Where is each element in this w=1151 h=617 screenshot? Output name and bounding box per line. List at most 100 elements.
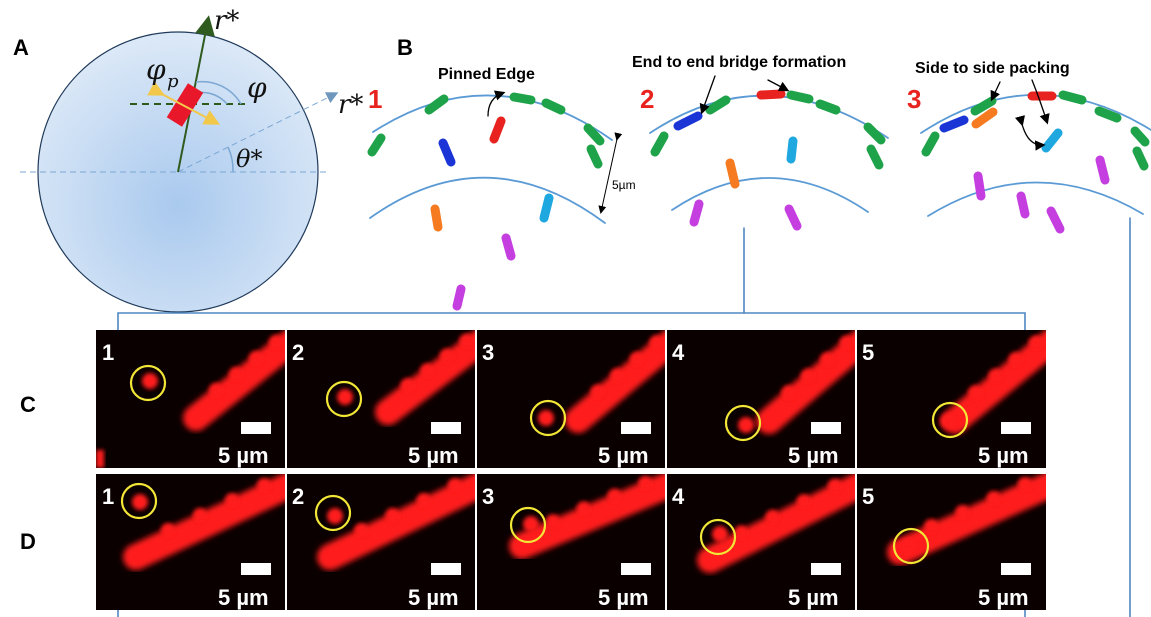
scale-bar-label: 5 µm <box>788 585 839 610</box>
cluster-bump <box>257 478 271 492</box>
particle-circle-marker <box>325 380 363 418</box>
cluster <box>942 330 1046 434</box>
tracked-particle <box>337 389 353 405</box>
panel-letter-c: C <box>20 392 36 417</box>
scale-bar-label: 5 µm <box>598 443 649 468</box>
radial-line <box>177 92 339 173</box>
cluster-bump <box>354 523 369 537</box>
particle-circle-marker <box>120 482 158 520</box>
scale-bar <box>1001 563 1031 575</box>
micrograph-cell-d-1: 5 µm 1 <box>96 474 286 610</box>
cluster-bump <box>607 488 622 503</box>
rod <box>430 204 443 232</box>
micrograph-cell-c-1: 5 µm 1 <box>96 330 286 468</box>
rod <box>650 131 669 157</box>
orientation-arrow <box>147 81 221 125</box>
scale-bar-label: 5 µm <box>408 443 459 468</box>
cluster-bump <box>968 385 983 400</box>
scale-bar <box>621 563 651 575</box>
edge-glow <box>96 450 104 468</box>
cluster-bump <box>161 523 175 537</box>
tracked-particle <box>900 538 916 554</box>
cluster-bump <box>225 493 239 507</box>
scale-bar <box>241 563 271 575</box>
inner-curve-1 <box>369 176 606 224</box>
theta-star-label: θ* <box>236 145 262 173</box>
cluster-bump <box>800 368 815 383</box>
rod <box>921 131 940 157</box>
r-star-top-label: r* <box>214 6 239 36</box>
cluster-bump <box>820 352 835 367</box>
frame-number: 1 <box>102 340 114 365</box>
micrograph-cells: 5 µm 1 5 µm 2 5 µm 3 5 µm 4 5 µm 5 5 µm 1 5 µm 2 5 µm 3… <box>96 330 1046 610</box>
inner-curve-2 <box>671 177 869 213</box>
cluster-bump <box>986 491 1001 505</box>
cluster-bump <box>781 385 796 400</box>
cluster-bump <box>576 501 591 516</box>
spacing-label: 5µm <box>612 178 636 192</box>
cluster-bump <box>765 509 780 524</box>
stage-2: 2 End to end bridge formation <box>632 54 889 231</box>
tracked-particle <box>142 373 158 389</box>
stage-number-2: 2 <box>640 84 654 114</box>
pointer-arrow <box>767 79 790 92</box>
rod <box>541 98 566 115</box>
rod <box>586 144 603 169</box>
particle-circle-marker <box>892 527 930 565</box>
pointer-arrow <box>1031 79 1050 125</box>
frame-number: 4 <box>672 484 685 509</box>
cluster-bump <box>839 335 854 350</box>
rod <box>1046 206 1065 234</box>
rod <box>973 171 986 201</box>
rod <box>756 89 786 100</box>
rod <box>583 123 605 146</box>
caption-pinned-edge: Pinned Edge <box>438 66 535 83</box>
scale-bar-label: 5 µm <box>408 585 459 610</box>
rod <box>970 96 997 116</box>
cluster <box>697 474 856 573</box>
rod <box>866 144 884 170</box>
frame-number: 5 <box>862 484 874 509</box>
cluster-bump <box>796 494 811 509</box>
cluster-bump <box>209 383 223 397</box>
cluster <box>317 474 476 570</box>
pointer-arrow <box>699 75 716 115</box>
scale-bar-label: 5 µm <box>218 585 269 610</box>
rod <box>438 138 456 167</box>
rod <box>689 199 704 227</box>
frame-number: 2 <box>292 340 304 365</box>
r-star-right-label: r* <box>338 90 363 120</box>
cluster-bump <box>447 478 462 492</box>
tracked-particle <box>327 508 343 524</box>
inner-curve-3 <box>927 181 1144 217</box>
frame-number: 1 <box>102 484 114 509</box>
caption-bridge-formation: End to end bridge formation <box>632 54 846 71</box>
scale-bar <box>811 422 841 434</box>
phi-p-label: φ <box>146 53 166 86</box>
cluster-bump <box>734 525 749 540</box>
micrograph-cell-c-2: 5 µm 2 <box>285 330 476 468</box>
rotation-arrow <box>487 90 506 117</box>
rod <box>1132 146 1149 171</box>
rod <box>1094 106 1122 123</box>
micrograph-grid: 5 µm 1 5 µm 2 5 µm 3 5 µm 4 5 µm 5 5 µm 1 5 µm 2 5 µm 3… <box>96 330 1046 610</box>
cluster-bump <box>1028 335 1043 350</box>
tracked-particle <box>712 526 728 542</box>
rod <box>705 95 731 115</box>
stage-3: 3 Side to side packing <box>907 60 1151 234</box>
particle-circle-marker <box>529 399 567 437</box>
tracked-particle <box>940 413 956 429</box>
frame-number: 3 <box>482 340 494 365</box>
particle-circle-marker <box>724 404 762 442</box>
outer-curve-1 <box>372 94 613 141</box>
rod <box>971 107 998 129</box>
row-divider <box>96 468 1046 474</box>
frame-number: 2 <box>292 484 304 509</box>
cluster <box>375 330 476 425</box>
stage-number-1: 1 <box>368 84 382 114</box>
cluster <box>756 330 856 434</box>
rod <box>1016 191 1030 219</box>
panel-letter-a: A <box>13 35 29 60</box>
cluster-bump <box>924 519 939 533</box>
scale-bar <box>431 422 461 434</box>
